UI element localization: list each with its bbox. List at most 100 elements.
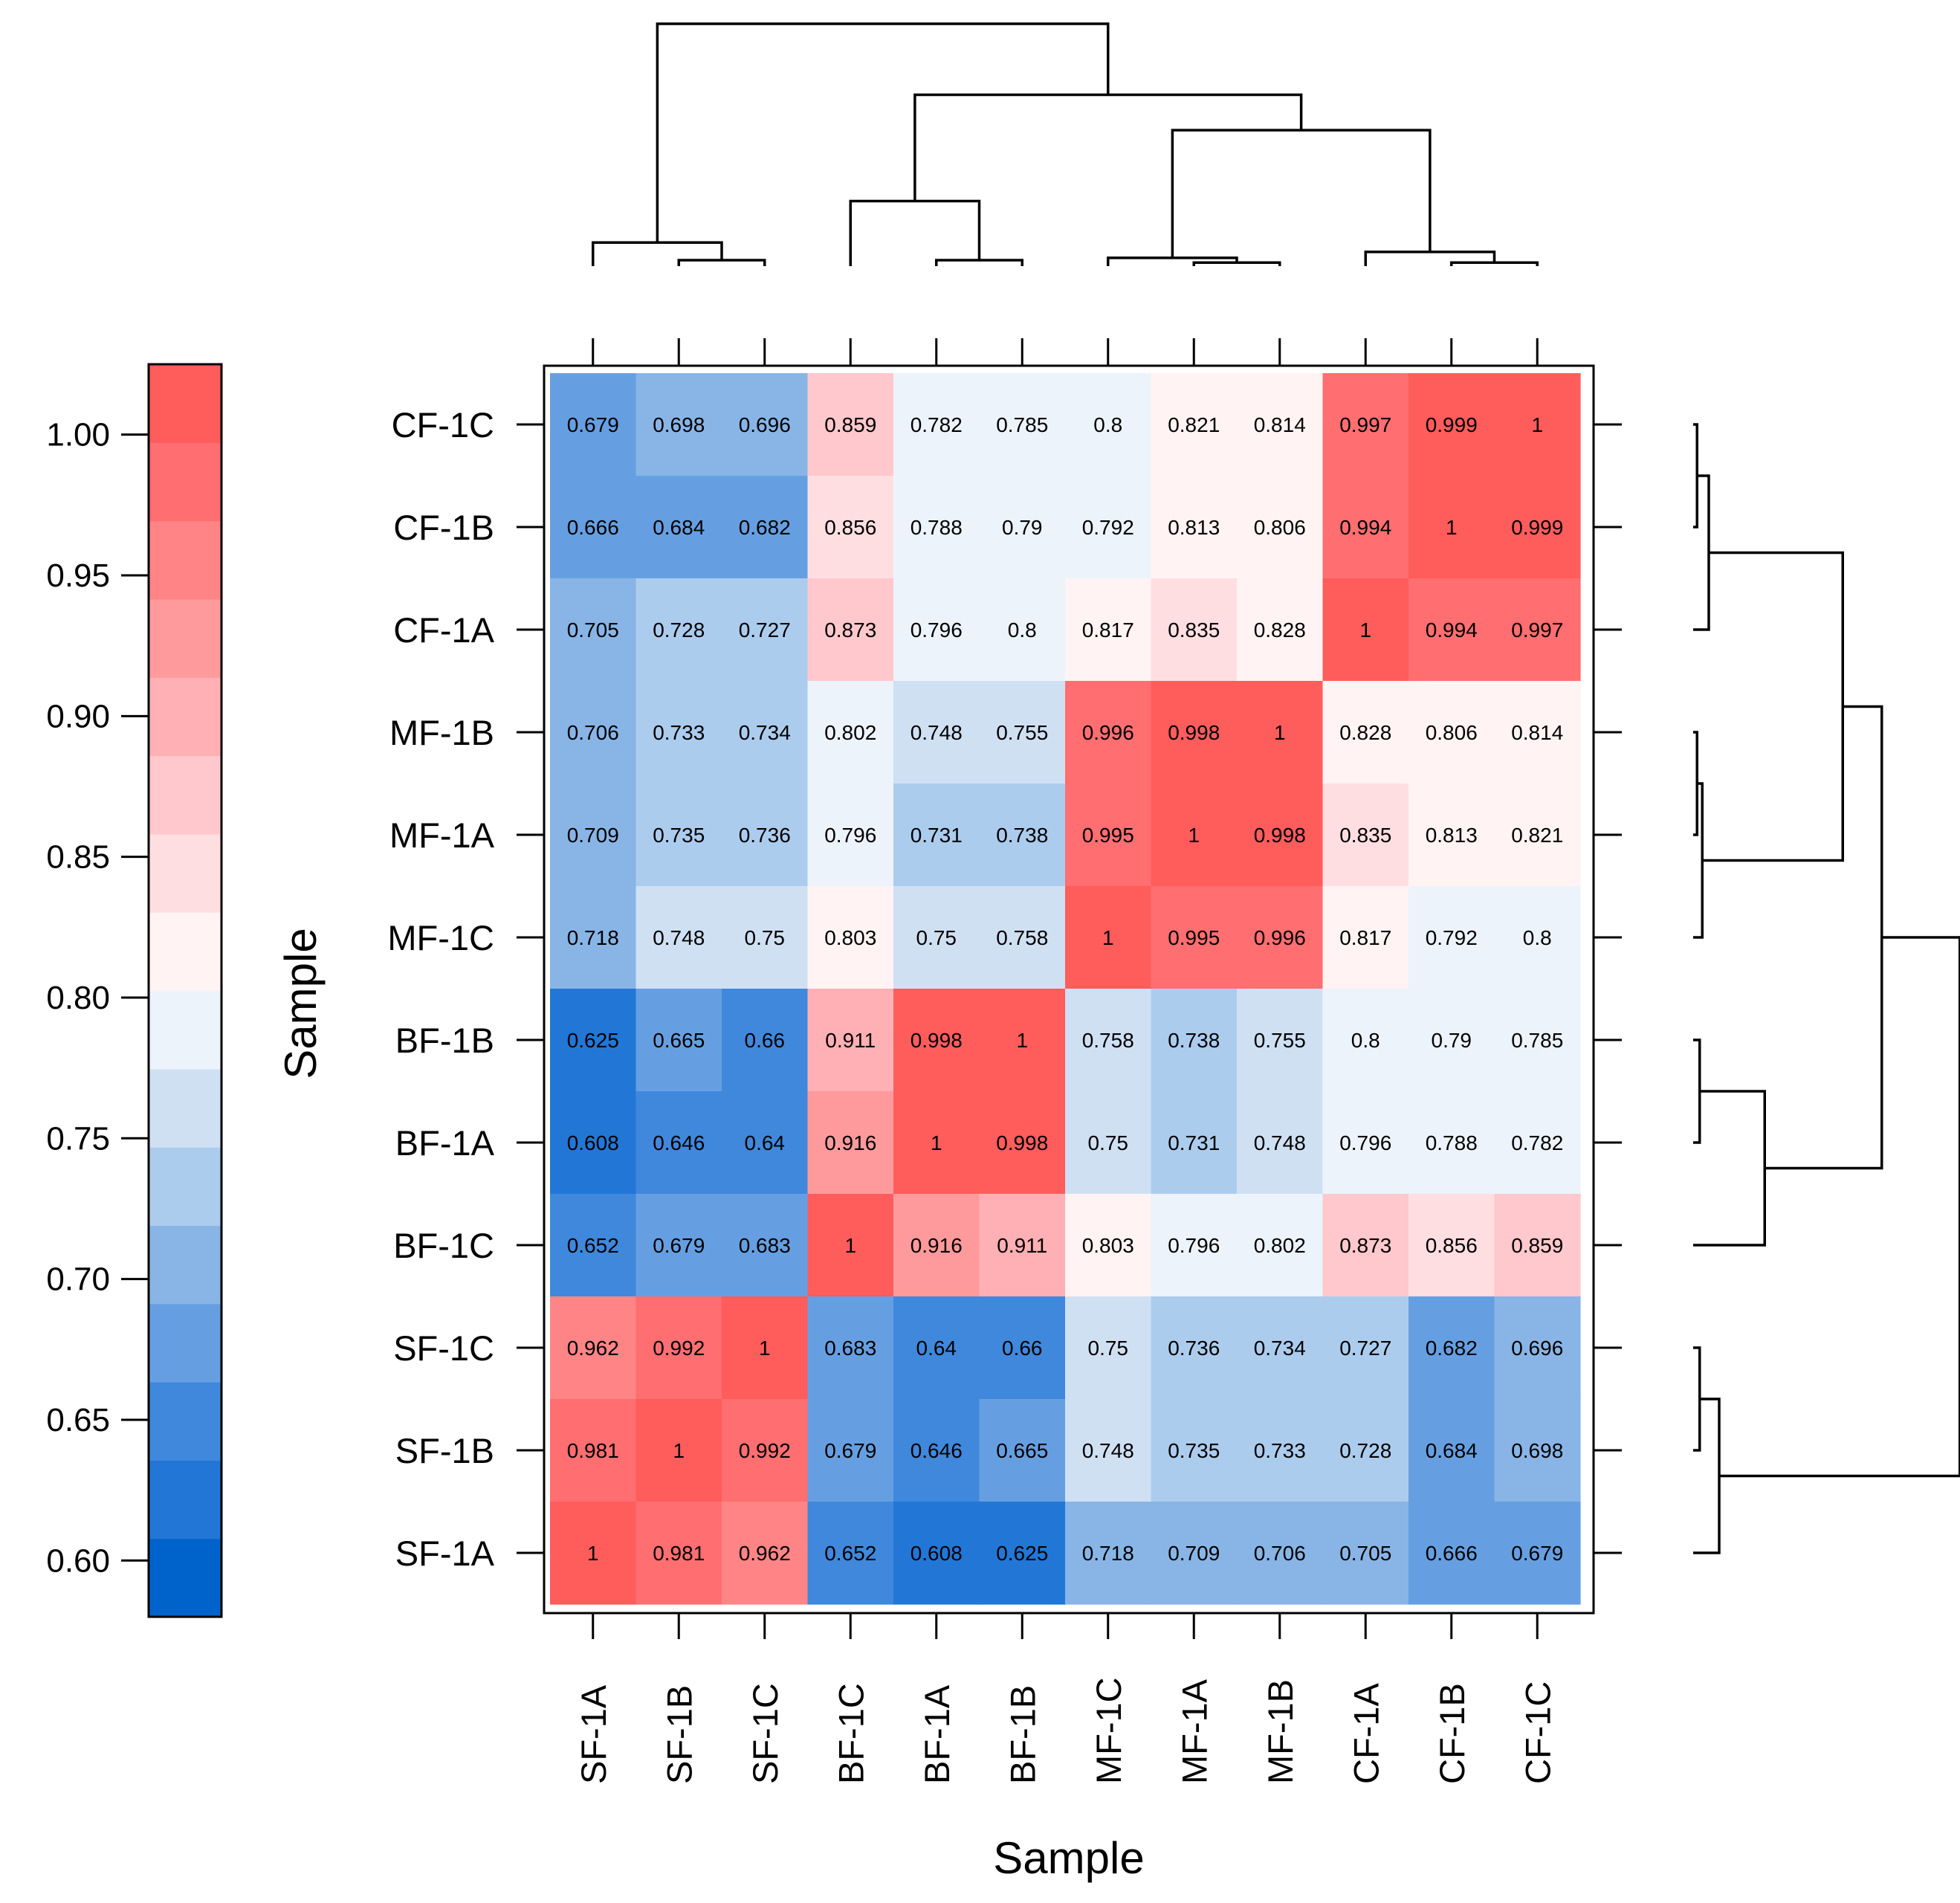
cell-value-label: 0.995 (1082, 824, 1134, 847)
colorbar-tick-label: 0.95 (46, 558, 110, 594)
colorbar-tick-label: 0.90 (46, 698, 110, 734)
dendrogram-branch (1693, 1038, 1701, 1144)
cell-value-label: 0.679 (824, 1439, 876, 1462)
heatmap-cell (1408, 681, 1495, 784)
cell-value-label: 0.684 (653, 516, 705, 539)
heatmap-cell (1494, 886, 1581, 989)
cell-value-label: 0.785 (996, 413, 1048, 436)
cell-value-label: 0.75 (1088, 1131, 1129, 1154)
heatmap-cell (1065, 476, 1152, 579)
cell-value-label: 1 (1188, 824, 1200, 847)
heatmap-cells: 0.679 0.698 0.696 0.859 0.782 0.785 0.8 0.821 0.… (550, 373, 1581, 1605)
cell-value-label: 0.748 (653, 926, 705, 949)
cell-value-label: 0.859 (824, 413, 876, 436)
heatmap-cell (1237, 1502, 1324, 1605)
heatmap-cell (1151, 886, 1238, 989)
heatmap-cell (722, 476, 809, 579)
colorbar-swatch (149, 1303, 221, 1383)
heatmap-cell (979, 1502, 1066, 1605)
heatmap-cell (1494, 681, 1581, 784)
heatmap-cell (807, 373, 894, 476)
cell-value-label: 0.696 (1511, 1337, 1563, 1360)
cell-value-label: 0.802 (824, 721, 876, 744)
heatmap-cell (1151, 1296, 1238, 1400)
cell-value-label: 0.856 (1426, 1234, 1478, 1257)
cell-value-label: 0.859 (1511, 1234, 1563, 1257)
heatmap-cell (1065, 373, 1152, 476)
x-tick-label: MF-1C (1089, 1677, 1128, 1784)
cell-value-label: 0.996 (1254, 926, 1306, 949)
dendrogram-branch (1107, 256, 1238, 266)
heatmap-cell (1322, 681, 1409, 784)
heatmap-cell (1494, 1399, 1581, 1502)
heatmap-cell (722, 578, 809, 682)
cell-value-label: 1 (587, 1542, 599, 1565)
dendrogram-branch (1450, 261, 1539, 266)
cell-value-label: 0.652 (567, 1234, 619, 1257)
dendrogram-branch (592, 241, 723, 266)
heatmap-cell (1237, 373, 1324, 476)
cell-value-label: 0.813 (1426, 824, 1478, 847)
colorbar-tick-label: 0.80 (46, 980, 110, 1016)
colorbar-ticks: 1.00 0.95 0.90 0.85 0.80 0.75 0.70 0.65 0.60 (46, 417, 149, 1579)
cell-value-label: 1 (1102, 926, 1114, 949)
heatmap-cell (1408, 373, 1495, 476)
cell-value-label: 0.997 (1511, 618, 1563, 642)
cell-value-label: 0.814 (1254, 413, 1306, 436)
heatmap-cell (1151, 373, 1238, 476)
cell-value-label: 0.625 (567, 1029, 619, 1052)
y-tick-label: MF-1A (389, 815, 495, 855)
heatmap-cell (1494, 476, 1581, 579)
y-tick-label: CF-1C (392, 405, 494, 445)
heatmap-cell (893, 681, 980, 784)
heatmap-cell (1151, 784, 1238, 887)
y-tick-label: SF-1B (395, 1431, 494, 1470)
heatmap-cell (1494, 1296, 1581, 1400)
heatmap-cell (1151, 989, 1238, 1092)
heatmap-cell (979, 1194, 1066, 1297)
colorbar-swatch (149, 1538, 221, 1618)
heatmap-cell (1322, 476, 1409, 579)
heatmap-cell (1237, 886, 1324, 989)
cell-value-label: 0.748 (1082, 1439, 1134, 1462)
cell-value-label: 0.788 (911, 516, 963, 539)
heatmap-cell (550, 784, 637, 887)
cell-value-label: 0.652 (824, 1542, 876, 1565)
heatmap-cell (979, 784, 1066, 887)
heatmap-cell (1065, 784, 1152, 887)
heatmap-cell (550, 578, 637, 682)
colorbar-swatch (149, 598, 221, 678)
cell-value-label: 0.998 (996, 1131, 1048, 1154)
dendrogram-branch (913, 93, 1303, 201)
heatmap-cell (807, 681, 894, 784)
heatmap-cell (1065, 681, 1152, 784)
heatmap-cell (722, 1091, 809, 1195)
cell-value-label: 0.733 (653, 721, 705, 744)
heatmap-cell (550, 886, 637, 989)
cell-value-label: 0.728 (653, 618, 705, 642)
heatmap-cell (1237, 681, 1324, 784)
cell-value-label: 0.817 (1339, 926, 1391, 949)
cell-value-label: 0.995 (1168, 926, 1220, 949)
heatmap-cell (1237, 784, 1324, 887)
cell-value-label: 0.706 (1254, 1542, 1306, 1565)
heatmap-cell (722, 681, 809, 784)
heatmap-cell (1408, 1091, 1495, 1195)
cell-value-label: 0.996 (1082, 721, 1134, 744)
colorbar-tick-label: 0.70 (46, 1261, 110, 1298)
cell-value-label: 0.999 (1511, 516, 1563, 539)
cell-value-label: 0.709 (567, 824, 619, 847)
cell-value-label: 0.666 (567, 516, 619, 539)
cell-value-label: 1 (673, 1439, 685, 1462)
cell-value-label: 0.998 (1168, 721, 1220, 744)
dendrogram-branch (1693, 782, 1704, 939)
cell-value-label: 0.728 (1339, 1439, 1391, 1462)
x-axis-title: Sample (993, 1833, 1144, 1883)
colorbar-tick-label: 0.65 (46, 1402, 110, 1438)
cell-value-label: 0.758 (1082, 1029, 1134, 1052)
cell-value-label: 0.911 (825, 1029, 876, 1052)
cell-value-label: 0.646 (653, 1131, 705, 1154)
heatmap-cell (550, 989, 637, 1092)
cell-value-label: 0.792 (1426, 926, 1478, 949)
cell-value-label: 1 (931, 1131, 942, 1154)
